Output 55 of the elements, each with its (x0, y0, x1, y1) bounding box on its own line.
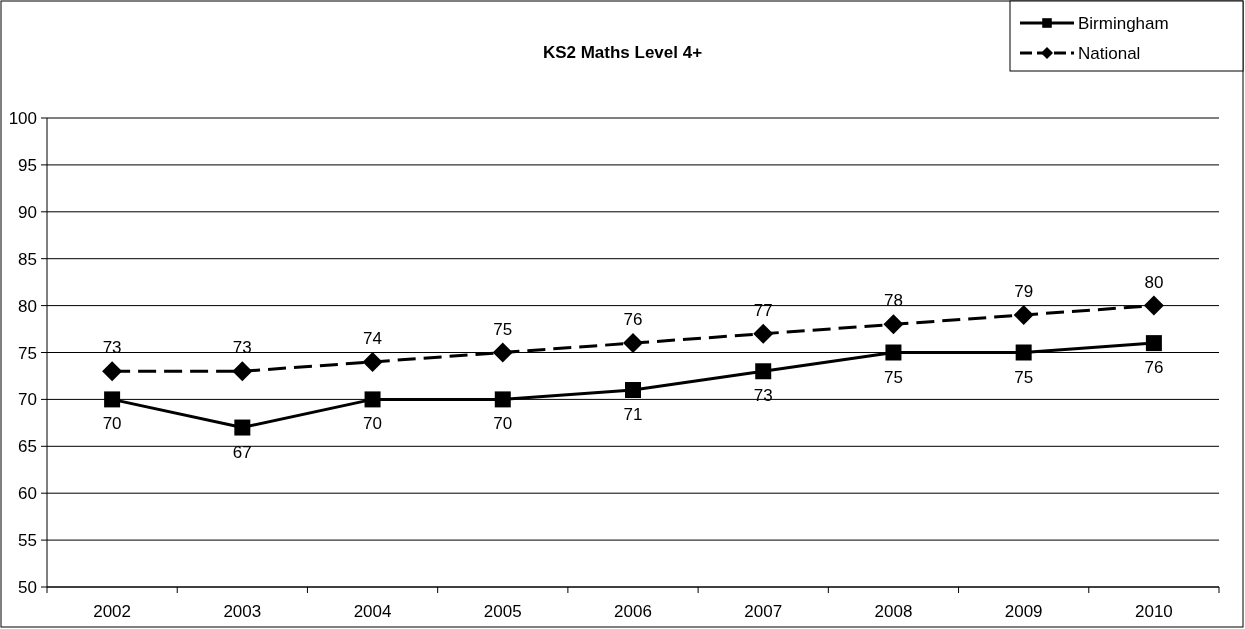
data-label: 75 (493, 319, 513, 339)
point (885, 344, 902, 361)
x-tick-label: 2006 (614, 602, 652, 621)
point (1015, 344, 1032, 361)
data-label: 74 (363, 328, 383, 348)
data-label: 80 (1144, 272, 1164, 292)
point (102, 361, 123, 382)
point (362, 351, 383, 372)
x-tick-label: 2010 (1134, 602, 1173, 621)
point (625, 382, 641, 399)
data-label: 76 (1144, 358, 1164, 378)
x-tick-label: 2009 (1004, 602, 1043, 621)
point (883, 314, 904, 335)
y-tick-label: 95 (18, 155, 37, 175)
y-tick-label: 65 (18, 437, 37, 457)
legend-label: National (1078, 44, 1141, 63)
point (232, 361, 253, 382)
data-label: 77 (753, 300, 773, 320)
y-tick-label: 85 (18, 249, 37, 269)
point (364, 391, 381, 408)
data-label: 70 (493, 414, 513, 434)
point (753, 323, 774, 344)
x-tick-label: 2004 (353, 602, 392, 621)
y-tick-label: 90 (18, 202, 37, 222)
data-label: 71 (623, 405, 643, 425)
x-tick-label: 2003 (223, 602, 262, 621)
y-tick-label: 55 (18, 531, 37, 551)
y-tick-label: 60 (18, 484, 37, 504)
point (494, 391, 511, 408)
data-label: 75 (883, 367, 903, 387)
data-label: 75 (1014, 367, 1034, 387)
data-label: 79 (1014, 281, 1034, 301)
point (1013, 304, 1034, 325)
y-tick-label: 70 (18, 390, 37, 410)
x-tick-label: 2005 (483, 602, 522, 621)
y-tick-label: 80 (18, 296, 37, 316)
data-label: 67 (232, 442, 252, 462)
x-tick-label: 2007 (744, 602, 783, 621)
point (755, 363, 772, 380)
point (1143, 295, 1164, 316)
legend-label: Birmingham (1078, 14, 1169, 33)
y-tick-label: 50 (18, 578, 37, 597)
data-label: 70 (363, 414, 383, 434)
y-tick-label: 75 (18, 343, 37, 363)
y-tick-label: 100 (8, 109, 37, 128)
point (492, 342, 513, 363)
x-tick-label: 2008 (874, 602, 913, 621)
data-label: 76 (623, 310, 643, 330)
point (234, 419, 251, 436)
chart-title: KS2 Maths Level 4+ (542, 43, 703, 62)
data-label: 70 (102, 414, 122, 434)
point (104, 391, 121, 408)
point (623, 333, 643, 354)
point (1145, 335, 1162, 352)
x-tick-label: 2002 (93, 602, 132, 621)
